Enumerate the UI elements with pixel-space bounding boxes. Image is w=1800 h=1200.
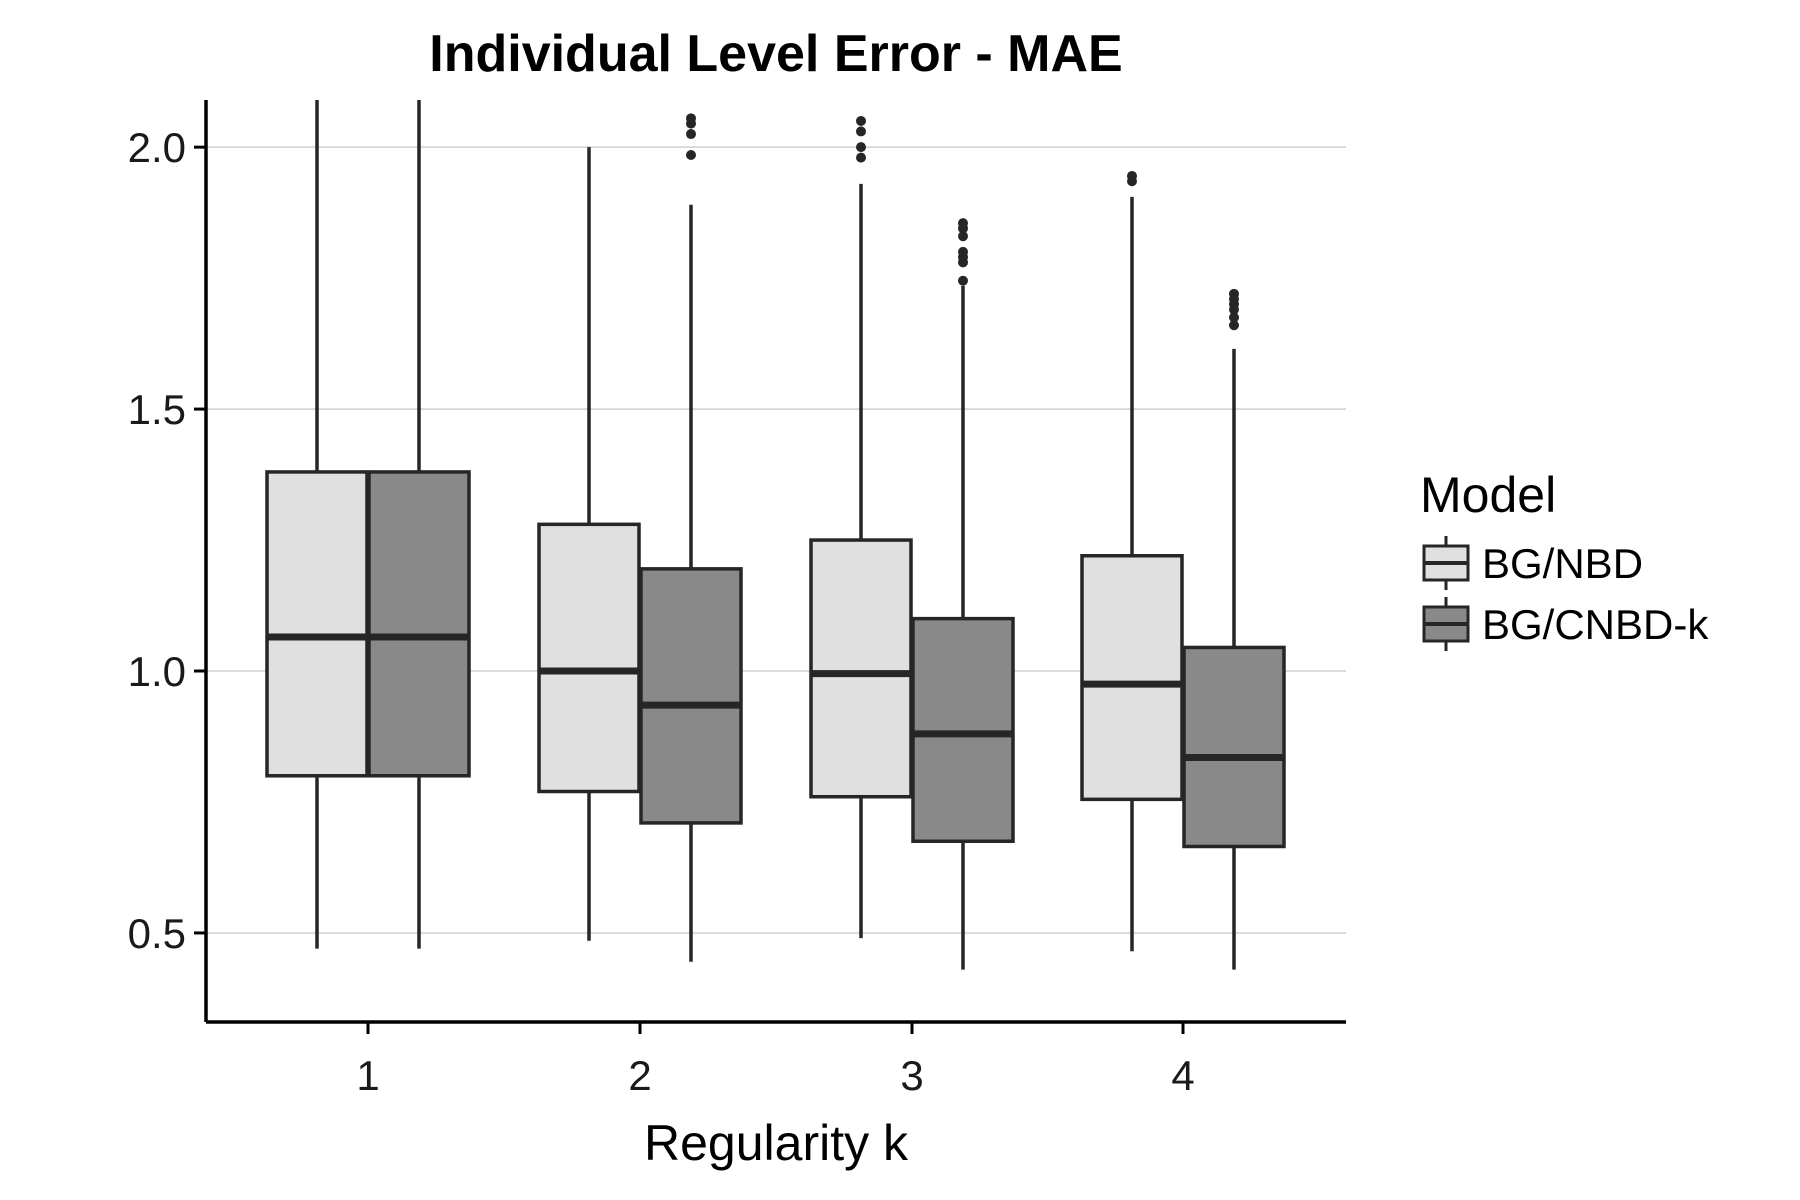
box-2-3 <box>911 218 1015 970</box>
box-1-1 <box>265 100 369 949</box>
outlier-point <box>1229 320 1239 331</box>
outlier-point <box>958 246 968 257</box>
outlier-point <box>958 231 968 242</box>
box-iqr <box>911 616 1015 844</box>
legend-items: BG/NBD BG/CNBD-k <box>1422 536 1709 651</box>
box-iqr <box>1080 554 1184 802</box>
legend-item-2: BG/CNBD-k <box>1422 597 1709 651</box>
legend: Model BG/NBD BG/CNBD-k <box>1420 467 1709 651</box>
legend-item-1: BG/NBD <box>1422 536 1643 590</box>
x-tick-label: 4 <box>1171 1052 1194 1099</box>
outlier-point <box>856 115 866 126</box>
outlier-point <box>958 275 968 286</box>
outlier-point <box>856 152 866 163</box>
box-iqr <box>537 522 641 794</box>
box-1-3 <box>809 115 913 939</box>
boxplots <box>265 100 1286 970</box>
box-1-4 <box>1080 170 1184 952</box>
outlier-point <box>856 126 866 137</box>
legend-label: BG/CNBD-k <box>1482 601 1709 648</box>
outlier-point <box>686 150 696 161</box>
legend-title: Model <box>1420 467 1556 523</box>
x-axis-title: Regularity k <box>644 1115 909 1171</box>
box-1-2 <box>537 147 641 941</box>
outlier-point <box>856 142 866 153</box>
x-tick-label: 1 <box>356 1052 379 1099</box>
outlier-point <box>1229 288 1239 299</box>
outlier-point <box>1127 170 1137 181</box>
x-tick-label: 2 <box>628 1052 651 1099</box>
axes: 0.5 1.0 1.5 2.0 1 2 3 4 <box>128 100 1346 1099</box>
box-iqr <box>265 470 369 778</box>
outlier-point <box>686 113 696 124</box>
box-iqr <box>809 538 913 799</box>
x-tick-label: 3 <box>900 1052 923 1099</box>
chart-title: Individual Level Error - MAE <box>429 25 1122 83</box>
legend-label: BG/NBD <box>1482 540 1643 587</box>
y-tick-label: 1.0 <box>128 648 186 695</box>
y-tick-label: 2.0 <box>128 124 186 171</box>
outlier-point <box>1229 312 1239 323</box>
outlier-point <box>958 218 968 229</box>
box-2-1 <box>367 100 471 949</box>
box-iqr <box>639 567 743 825</box>
y-tick-label: 1.5 <box>128 386 186 433</box>
outlier-point <box>686 129 696 140</box>
box-iqr <box>367 470 471 778</box>
box-iqr <box>1182 645 1286 849</box>
y-tick-label: 0.5 <box>128 910 186 957</box>
box-2-4 <box>1182 288 1286 970</box>
box-2-2 <box>639 113 743 962</box>
